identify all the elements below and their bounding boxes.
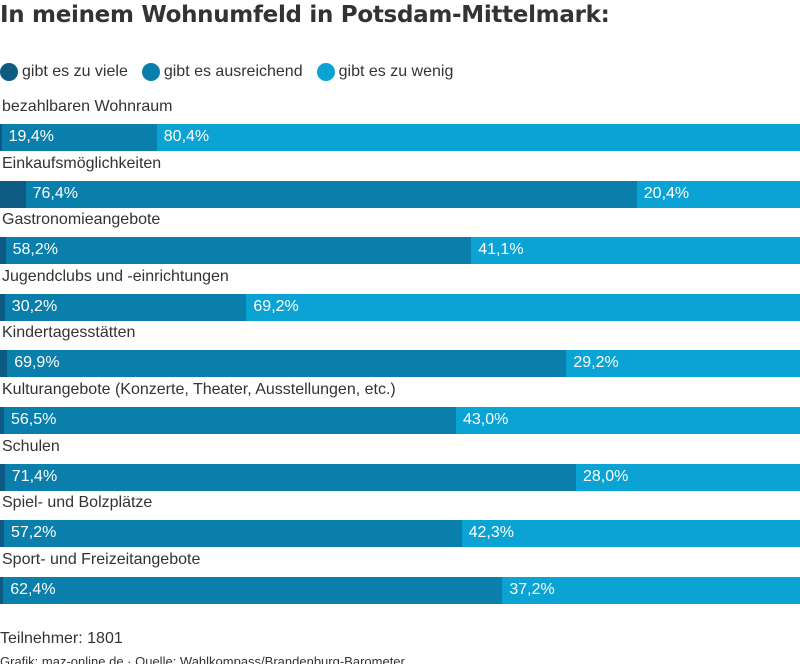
data-label: 42,3% <box>468 524 514 542</box>
legend-label-too-few: gibt es zu wenig <box>338 63 454 80</box>
bar-segment-sufficient: 76,4% <box>25 180 637 208</box>
stacked-bar: 76,4% 20,4% <box>0 180 800 208</box>
legend-swatch-too-many <box>0 63 18 81</box>
data-label: 41,1% <box>478 241 524 259</box>
legend-item-sufficient: gibt es ausreichend <box>141 63 303 81</box>
bar-segment-too-few: 28,0% <box>575 463 800 491</box>
bar-row: Jugendclubs und -einrichtungen 30,2% 69,2% <box>0 267 800 324</box>
participants-note: Teilnehmer: 1801 <box>0 630 123 647</box>
data-label: 37,2% <box>509 580 555 598</box>
category-label: Sport- und Freizeitangebote <box>2 550 201 568</box>
bar-segment-too-many <box>0 520 4 548</box>
bar-segment-sufficient: 58,2% <box>5 237 472 265</box>
category-label: Jugendclubs und -einrichtungen <box>2 267 229 285</box>
bar-segment-too-few: 29,2% <box>566 350 800 378</box>
bar-segment-too-many <box>0 576 4 604</box>
stacked-bar: 19,4% 80,4% <box>0 124 800 151</box>
category-label: Gastronomieangebote <box>2 211 161 229</box>
category-label: Kulturangebote (Konzerte, Theater, Ausst… <box>2 380 396 398</box>
data-label: 56,5% <box>11 410 57 428</box>
bar-segment-too-many <box>0 406 4 434</box>
data-label: 69,9% <box>14 354 60 372</box>
bar-segment-sufficient: 69,9% <box>7 350 567 378</box>
legend-item-too-few: gibt es zu wenig <box>316 63 454 81</box>
data-label: 71,4% <box>11 467 58 485</box>
bar-row: Schulen 71,4% 28,0% <box>0 437 800 494</box>
bar-row: Einkaufsmöglichkeiten 76,4% 20,4% <box>0 154 800 211</box>
data-label: 29,2% <box>573 354 619 372</box>
data-label: 30,2% <box>11 297 58 315</box>
bar-segment-too-few: 42,3% <box>461 520 800 548</box>
stacked-bar: 69,9% 29,2% <box>0 350 800 378</box>
bar-rows: bezahlbaren Wohnraum 19,4% 80,4% Einkaufsmö… <box>0 97 800 606</box>
stacked-bar: 57,2% 42,3% <box>0 520 800 548</box>
category-label: Schulen <box>2 437 60 455</box>
legend-item-too-many: gibt es zu viele <box>0 63 128 81</box>
category-label: Einkaufsmöglichkeiten <box>2 154 162 172</box>
bar-segment-sufficient: 71,4% <box>4 463 576 491</box>
source-note: Grafik: maz-online.de · Quelle: Wahlkomp… <box>0 654 405 664</box>
stacked-bar: 62,4% 37,2% <box>0 576 800 604</box>
chart-title: In meinem Wohnumfeld in Potsdam-Mittelma… <box>0 2 610 28</box>
bar-row: Gastronomieangebote 58,2% 41,1% <box>0 210 800 267</box>
data-label: 69,2% <box>253 297 299 315</box>
bar-segment-sufficient: 57,2% <box>4 520 462 548</box>
data-label: 62,4% <box>10 580 56 598</box>
category-label: bezahlbaren Wohnraum <box>2 98 173 115</box>
bar-segment-sufficient: 56,5% <box>4 406 456 434</box>
bar-segment-too-few: 80,4% <box>156 124 800 151</box>
stacked-bar: 30,2% 69,2% <box>0 293 800 321</box>
data-label: 19,4% <box>8 128 54 145</box>
bar-row: Spiel- und Bolzplätze 57,2% 42,3% <box>0 493 800 550</box>
stacked-bar: 71,4% 28,0% <box>0 463 800 491</box>
legend: gibt es zu viele gibt es ausreichend gib… <box>0 61 467 83</box>
bar-segment-too-few: 43,0% <box>456 406 800 434</box>
stacked-bar: 58,2% 41,1% <box>0 237 800 265</box>
data-label: 28,0% <box>582 467 629 485</box>
data-label: 43,0% <box>463 410 509 428</box>
bar-segment-sufficient: 19,4% <box>1 124 157 151</box>
bar-row: bezahlbaren Wohnraum 19,4% 80,4% <box>0 97 800 154</box>
bar-segment-sufficient: 62,4% <box>3 576 503 604</box>
data-label: 80,4% <box>163 128 210 145</box>
category-label: Kindertagesstätten <box>2 324 136 342</box>
bar-row: Sport- und Freizeitangebote 62,4% 37,2% <box>0 550 800 607</box>
bar-segment-too-many <box>0 237 6 265</box>
legend-swatch-sufficient <box>141 63 160 81</box>
data-label: 58,2% <box>12 241 58 259</box>
legend-label-too-many: gibt es zu viele <box>22 63 128 80</box>
legend-label-sufficient: gibt es ausreichend <box>163 63 303 80</box>
bar-segment-too-many <box>0 463 5 491</box>
category-label: Spiel- und Bolzplätze <box>2 494 153 512</box>
data-label: 76,4% <box>32 184 78 202</box>
bar-segment-too-many <box>0 350 8 378</box>
bar-segment-too-few: 37,2% <box>502 576 800 604</box>
bar-segment-too-few: 41,1% <box>471 237 800 265</box>
bar-segment-too-many <box>0 180 26 208</box>
source-note-wrapper: Grafik: maz-online.de · Quelle: Wahlkomp… <box>0 654 800 664</box>
bar-row: Kulturangebote (Konzerte, Theater, Ausst… <box>0 380 800 437</box>
bar-segment-too-few: 69,2% <box>246 293 800 321</box>
bar-segment-too-few: 20,4% <box>636 180 800 208</box>
bar-segment-too-many <box>0 124 2 151</box>
legend-swatch-too-few <box>316 63 335 81</box>
data-label: 20,4% <box>643 184 690 202</box>
bar-segment-sufficient: 30,2% <box>4 293 247 321</box>
bar-segment-too-many <box>0 293 5 321</box>
bar-row: Kindertagesstätten 69,9% 29,2% <box>0 323 800 380</box>
data-label: 57,2% <box>11 524 57 542</box>
stacked-bar: 56,5% 43,0% <box>0 406 800 434</box>
